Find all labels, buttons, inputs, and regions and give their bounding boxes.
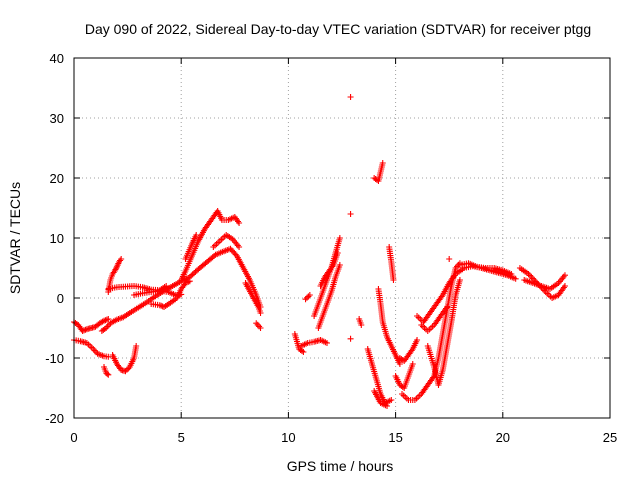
data-point	[188, 272, 195, 279]
data-point	[298, 348, 305, 354]
y-axis-label: SDTVAR / TECUs	[7, 182, 23, 294]
x-tick-label: 15	[388, 430, 402, 445]
data-point	[379, 160, 386, 166]
data-point	[409, 361, 416, 367]
y-tick-label: 40	[50, 51, 64, 66]
data-point	[231, 250, 238, 257]
data-point	[112, 266, 119, 273]
data-point	[561, 283, 568, 289]
plot-frame	[73, 57, 611, 419]
data-point	[101, 326, 108, 332]
y-tick-label: 10	[50, 231, 64, 246]
data-point	[104, 370, 111, 377]
data-point	[323, 340, 330, 346]
data-point	[122, 368, 129, 375]
data-point	[230, 248, 237, 255]
data-point	[236, 220, 243, 226]
x-tick-label: 0	[70, 430, 77, 445]
data-point	[191, 270, 198, 277]
data-point	[336, 262, 343, 268]
data-point	[111, 268, 118, 274]
y-tick-label: 30	[50, 111, 64, 126]
data-point	[257, 310, 264, 316]
data-point	[81, 327, 88, 334]
axis-ticks: 0 5 10 15 20 25 -20 -10 0 10 20 30 40	[45, 51, 617, 445]
data-point	[185, 278, 192, 285]
x-tick-label: 20	[496, 430, 510, 445]
data-point	[336, 235, 343, 241]
data-point	[347, 94, 354, 100]
data-point	[79, 328, 86, 334]
data-point	[183, 279, 190, 286]
data-point	[192, 268, 199, 275]
data-point	[182, 280, 189, 286]
data-point	[358, 322, 365, 328]
data-point	[388, 397, 395, 403]
data-point	[103, 316, 110, 323]
data-point	[303, 294, 310, 301]
y-tick-label: -20	[45, 411, 64, 426]
y-tick-label: 20	[50, 171, 64, 186]
data-point	[384, 403, 391, 409]
data-point	[186, 278, 193, 285]
data-point	[113, 265, 120, 272]
data-point	[508, 271, 515, 277]
y-tick-label: 0	[57, 291, 64, 306]
data-point	[302, 296, 309, 303]
data-point	[300, 349, 307, 355]
data-point	[390, 277, 397, 283]
data-point	[232, 251, 239, 258]
data-point	[334, 250, 341, 256]
data-point	[101, 317, 108, 324]
x-tick-label: 25	[603, 430, 617, 445]
data-point	[347, 211, 354, 217]
data-point	[526, 272, 533, 279]
data-point	[512, 275, 519, 282]
data-point	[193, 232, 200, 238]
data-point	[227, 245, 234, 252]
data-point	[347, 335, 354, 342]
data-point	[211, 253, 218, 259]
x-tick-label: 10	[281, 430, 295, 445]
y-tick-label: -10	[45, 351, 64, 366]
data-point	[125, 365, 132, 372]
data-point	[456, 277, 463, 283]
data-point	[189, 271, 196, 278]
data-point	[105, 353, 112, 360]
chart-title: Day 090 of 2022, Sidereal Day-to-day VTE…	[85, 21, 591, 37]
x-axis-label: GPS time / hours	[287, 458, 394, 474]
data-point	[257, 325, 264, 331]
data-point	[414, 337, 421, 343]
data-point	[228, 247, 235, 254]
data-point	[306, 292, 313, 298]
data-point	[133, 343, 140, 349]
data-point	[105, 371, 112, 378]
data-point	[99, 318, 106, 325]
data-point	[118, 256, 125, 262]
data-point	[82, 326, 89, 333]
data-point	[123, 366, 130, 373]
data-point	[561, 272, 568, 279]
data-point	[102, 317, 109, 324]
data-point	[396, 361, 403, 367]
data-points	[71, 94, 568, 409]
x-tick-label: 5	[178, 430, 185, 445]
data-point	[305, 293, 312, 300]
data-point	[105, 316, 112, 322]
data-point	[236, 244, 243, 250]
data-point	[163, 283, 170, 289]
data-point	[156, 302, 163, 309]
data-point	[444, 304, 451, 310]
data-point	[446, 256, 453, 262]
